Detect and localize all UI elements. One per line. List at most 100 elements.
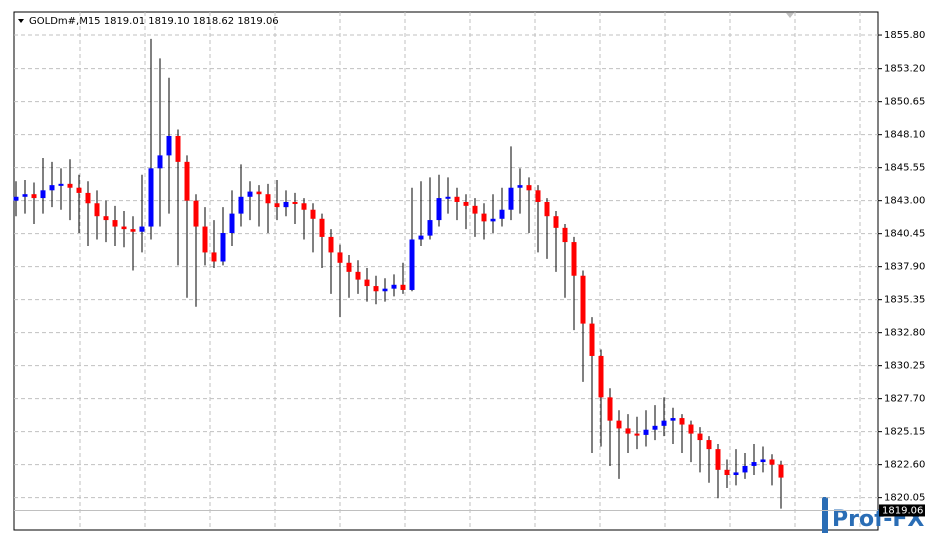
body	[688, 424, 694, 434]
body	[220, 233, 226, 262]
y-tick-label: 1820.05	[884, 493, 925, 504]
chart-title: GOLDm#,M15 1819.01 1819.10 1818.62 1819.…	[29, 16, 279, 27]
price-tag-label: 1819.06	[882, 505, 923, 516]
body	[661, 420, 667, 426]
y-tick-label: 1855.80	[884, 30, 925, 41]
body	[517, 185, 523, 188]
body	[778, 464, 784, 478]
body	[751, 462, 757, 466]
plot-frame	[13, 11, 879, 531]
body	[166, 135, 172, 156]
body	[634, 433, 640, 436]
y-tick-label: 1822.60	[884, 460, 925, 471]
y-tick-label: 1848.10	[884, 130, 925, 141]
logo-bar	[822, 497, 828, 533]
body	[67, 183, 73, 188]
body	[49, 185, 55, 191]
body	[13, 196, 19, 201]
body	[175, 135, 181, 162]
body	[499, 209, 505, 219]
body	[193, 200, 199, 227]
y-tick-label: 1835.35	[884, 295, 925, 306]
body	[319, 218, 325, 237]
body	[427, 220, 433, 236]
body	[346, 262, 352, 272]
price-tag	[879, 504, 925, 517]
body	[598, 355, 604, 398]
body	[508, 187, 514, 210]
y-tick-label: 1825.15	[884, 427, 925, 438]
body	[121, 226, 127, 230]
y-tick-label: 1853.20	[884, 64, 925, 75]
body	[715, 449, 721, 470]
body	[112, 220, 118, 227]
body	[202, 226, 208, 253]
body	[94, 203, 100, 217]
body	[769, 459, 775, 465]
body	[607, 397, 613, 421]
body	[238, 196, 244, 214]
y-tick-label: 1832.80	[884, 328, 925, 339]
body	[184, 161, 190, 201]
body	[328, 236, 334, 253]
body	[697, 433, 703, 441]
body	[481, 213, 487, 222]
shift-marker	[786, 13, 794, 18]
body	[103, 216, 109, 221]
body	[544, 201, 550, 217]
body	[535, 190, 541, 202]
body	[148, 168, 154, 227]
body	[526, 185, 532, 191]
body	[643, 429, 649, 435]
body	[76, 187, 82, 193]
body	[139, 226, 145, 232]
body	[58, 183, 64, 186]
body	[652, 425, 658, 430]
body	[616, 420, 622, 429]
body	[31, 194, 37, 199]
body	[355, 271, 361, 280]
body	[85, 192, 91, 204]
body	[706, 440, 712, 450]
body	[274, 203, 280, 208]
body	[373, 286, 379, 292]
body	[247, 191, 253, 197]
body	[670, 418, 676, 421]
body	[157, 155, 163, 169]
body	[22, 194, 28, 197]
body	[337, 252, 343, 263]
y-tick-label: 1827.70	[884, 394, 925, 405]
body	[229, 213, 235, 234]
body	[625, 428, 631, 434]
body	[409, 239, 415, 290]
y-tick-label: 1837.90	[884, 262, 925, 273]
body	[436, 198, 442, 221]
body	[445, 196, 451, 199]
y-tick-label: 1843.00	[884, 196, 925, 207]
body	[382, 288, 388, 292]
body	[724, 469, 730, 476]
body	[490, 218, 496, 222]
body	[301, 203, 307, 210]
body	[454, 196, 460, 202]
y-tick-label: 1845.55	[884, 163, 925, 174]
body	[679, 418, 685, 425]
body	[256, 191, 262, 195]
menu-arrow[interactable]	[18, 19, 24, 23]
body	[760, 459, 766, 463]
body	[418, 235, 424, 240]
body	[400, 284, 406, 290]
body	[211, 252, 217, 262]
body	[130, 229, 136, 232]
y-tick-label: 1830.25	[884, 361, 925, 372]
body	[472, 205, 478, 214]
body	[310, 209, 316, 219]
body	[733, 472, 739, 476]
y-tick-label: 1850.65	[884, 97, 925, 108]
body	[562, 227, 568, 243]
body	[553, 216, 559, 228]
body	[589, 323, 595, 356]
body	[40, 190, 46, 199]
body	[391, 284, 397, 289]
